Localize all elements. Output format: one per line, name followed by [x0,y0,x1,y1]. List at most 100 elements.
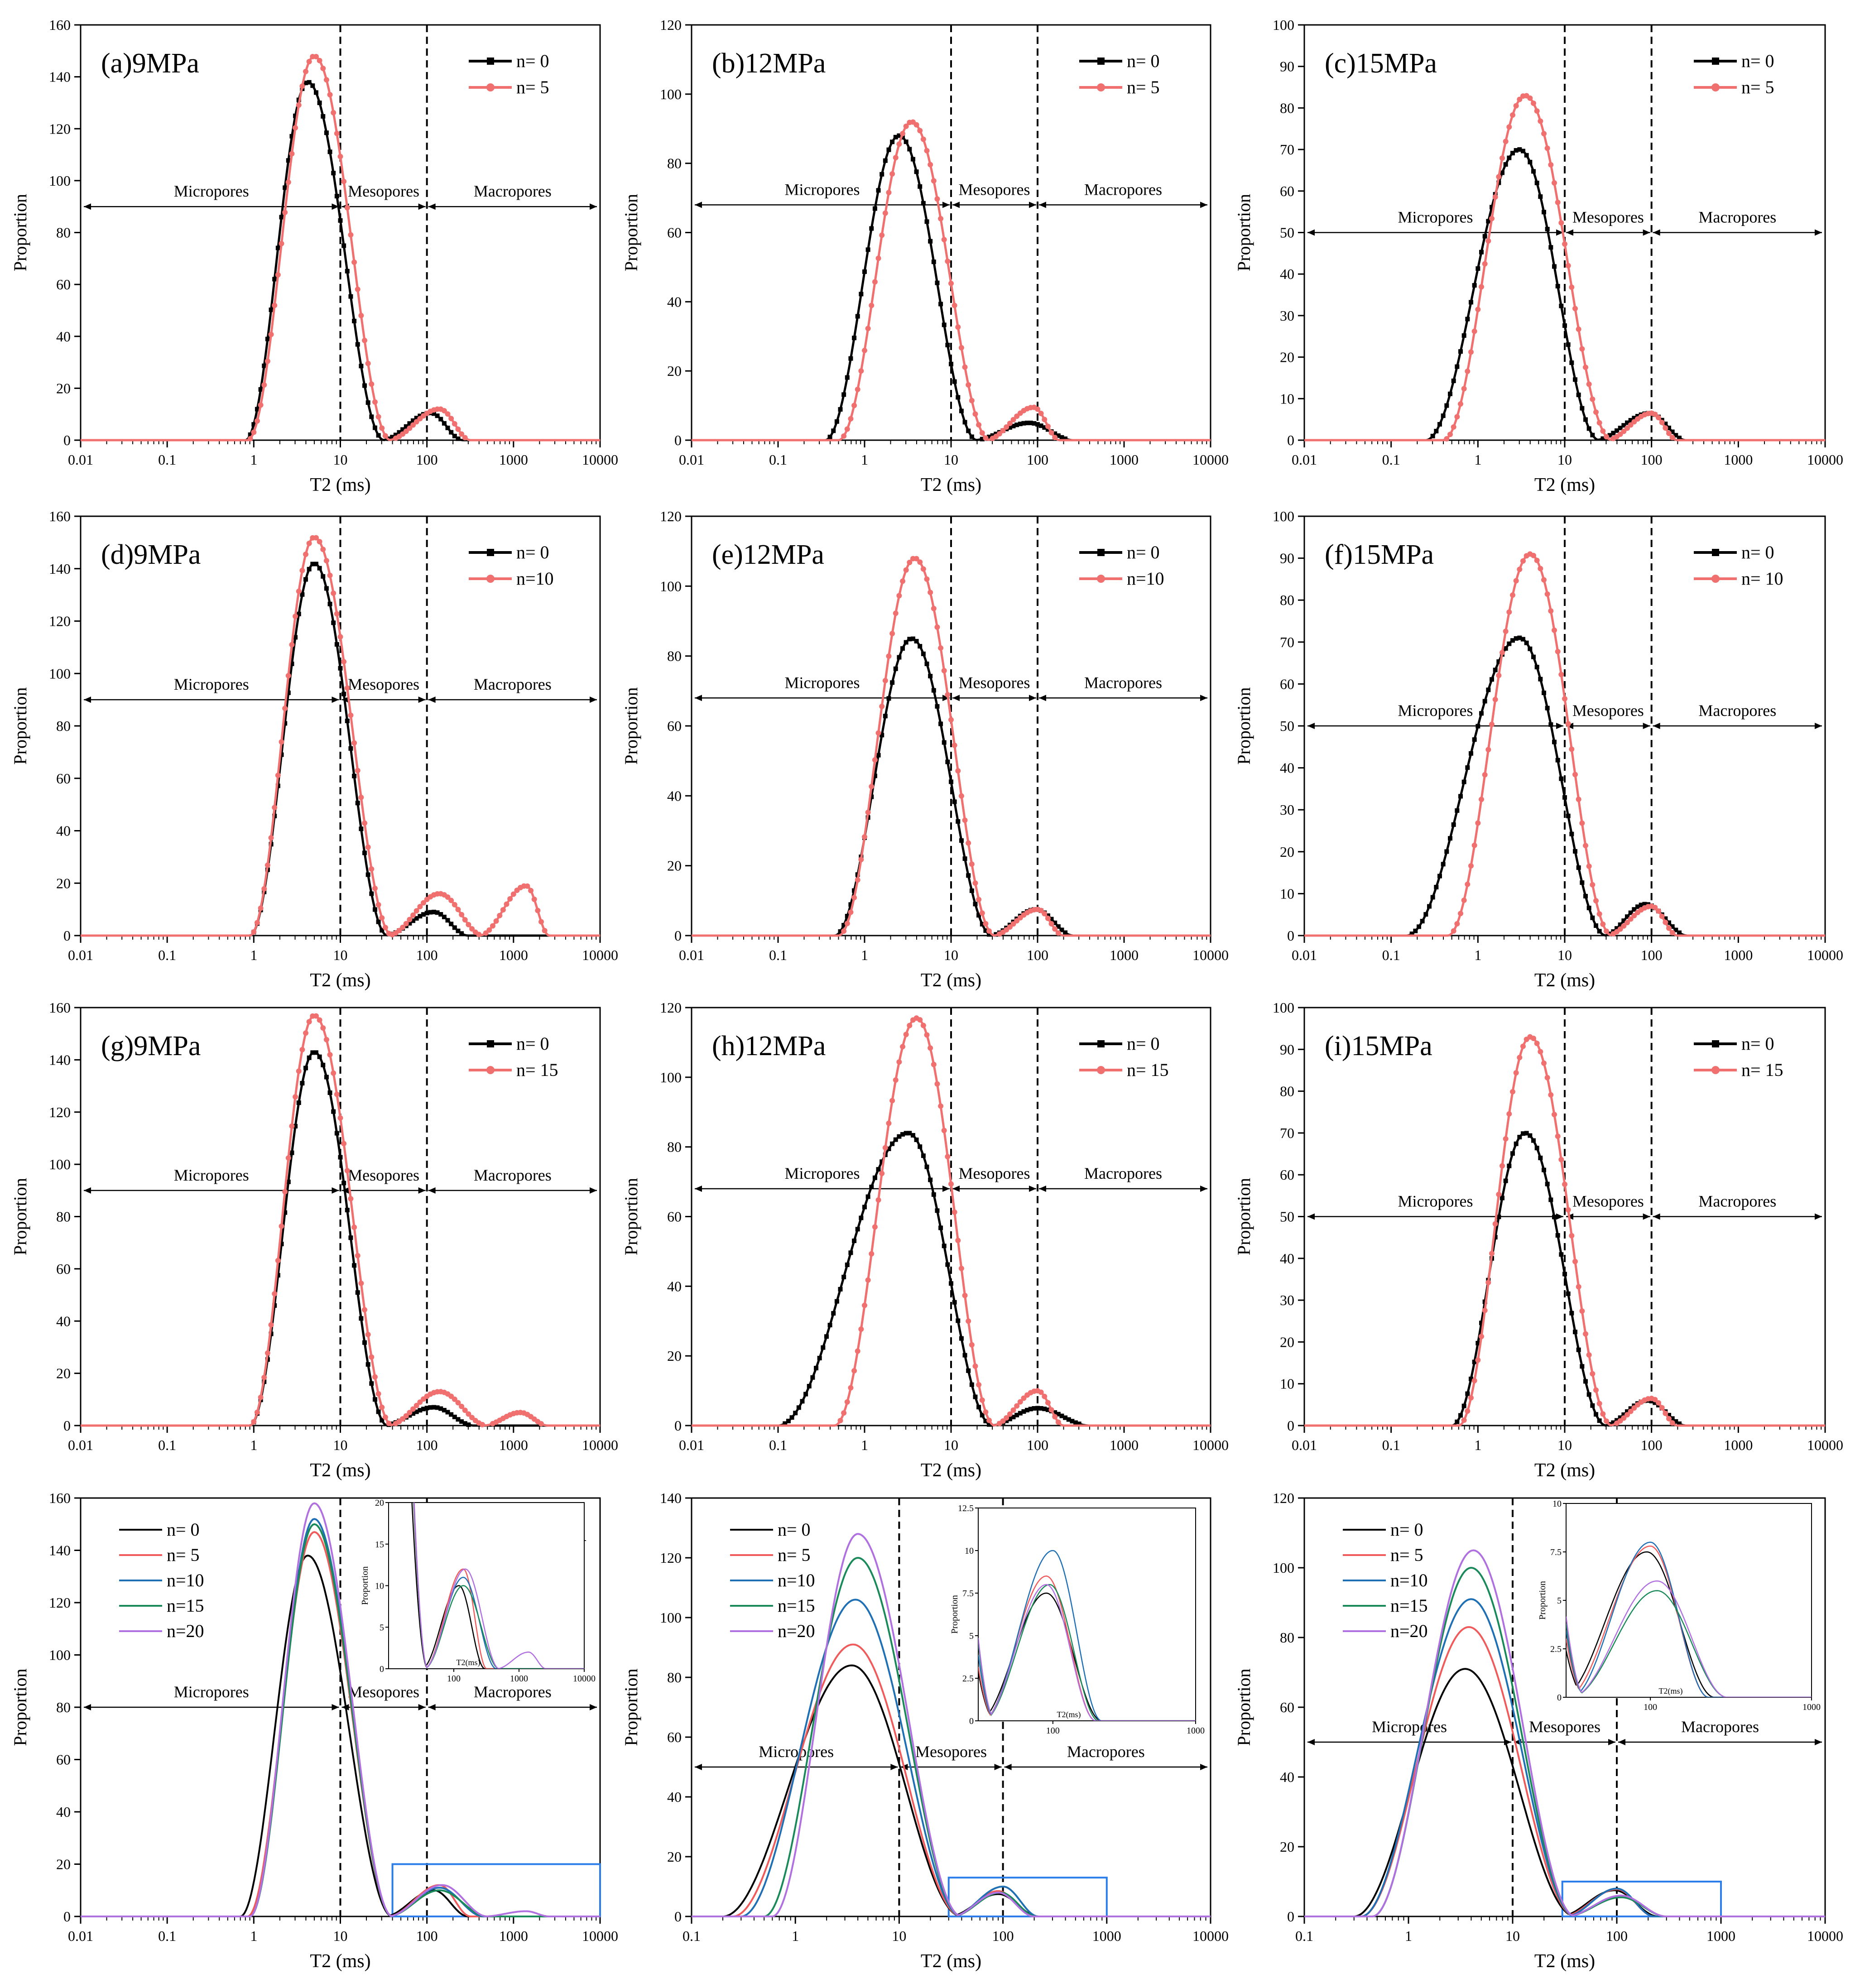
data-point [1600,436,1605,441]
data-point [817,1355,822,1360]
x-tick-label: 10000 [1192,1928,1229,1944]
data-point [1025,420,1030,425]
data-point [449,1412,454,1417]
y-tick-label: 40 [56,1313,71,1329]
legend-marker [1712,58,1719,65]
data-point [1465,1408,1471,1414]
chart-panel-d: 0 20 40 60 80 100 120 140 160 0.01 0.1 1 10 100 1000 10… [10,508,618,991]
x-tick-label: 0.1 [1382,947,1400,963]
x-tick-label: 100 [1027,451,1048,468]
data-point [1528,159,1533,164]
data-point [1572,1258,1578,1264]
y-tick-label: 10 [1280,1376,1294,1392]
data-point [380,1418,384,1423]
y-tick-label: 80 [56,1699,71,1715]
inset-chart: 0 5 10 15 20 100 1000 10000 T2(ms) Proportion [360,1498,596,1684]
data-point [293,635,298,640]
data-point [310,562,315,567]
y-tick-label: 40 [667,293,682,310]
data-point [955,768,961,774]
data-point [1007,1417,1012,1421]
data-point [1552,739,1557,744]
y-tick-label: 70 [1280,634,1294,650]
x-tick-label: 10000 [1807,1928,1843,1944]
data-point [1063,436,1068,441]
data-point [1506,124,1512,130]
x-tick-label: 100 [1606,1928,1628,1944]
inset-x-label: T2(ms) [1057,1710,1081,1719]
data-point [921,1153,926,1158]
arrow-head-right [1200,1185,1207,1192]
data-point [1486,219,1491,224]
data-point [1420,919,1425,924]
data-point [1455,364,1460,369]
data-point [462,1421,467,1426]
data-point [313,535,319,541]
data-point [1621,918,1626,923]
arrow-head-left [695,202,702,208]
arrow-head-left [1307,1739,1315,1745]
data-point [390,435,395,440]
data-point [1538,1155,1543,1160]
data-point [952,799,957,804]
data-point [382,925,388,931]
data-point [1604,928,1609,934]
data-point [810,1375,815,1380]
data-point [338,218,343,223]
inset-x-tick-label: 1000 [1187,1726,1205,1736]
data-point [928,590,933,595]
data-point [1597,929,1602,934]
data-point [1503,1136,1509,1142]
data-point [341,1181,346,1186]
data-point [1524,640,1529,645]
data-point [1548,1092,1554,1098]
data-point [969,888,974,893]
x-tick-label: 100 [1641,1437,1663,1453]
data-point [372,399,378,405]
data-point [403,921,409,927]
data-point [838,407,843,412]
data-point [910,1133,915,1138]
data-point [334,642,339,647]
data-point [976,422,982,428]
data-point [1053,431,1057,436]
data-point [321,1062,326,1067]
series-line [1304,1549,1825,1917]
chart-panel-e: 0 20 40 60 80 100 120 0.01 0.1 1 10 100 1000 10000 Pro… [621,508,1229,991]
y-tick-label: 140 [660,1490,682,1506]
data-point [889,171,895,177]
data-point [1621,1412,1626,1417]
data-point [952,1209,957,1215]
data-point [917,128,923,134]
data-point [879,703,885,709]
y-tick-label: 20 [667,363,682,379]
data-point [1485,238,1491,244]
data-point [956,1318,961,1323]
data-point [1490,205,1494,210]
data-point [976,1405,981,1410]
data-point [261,886,267,892]
data-point [1045,916,1051,922]
x-tick-label: 10000 [582,1437,618,1453]
data-point [1548,162,1554,168]
data-point [972,880,978,886]
inset-series-line [1566,1541,1812,1697]
data-point [380,928,384,933]
data-point [848,356,853,361]
y-tick-label: 100 [49,665,71,682]
data-point [1510,112,1515,118]
data-point [1479,711,1484,716]
data-point [1600,921,1606,927]
x-tick-label: 0.1 [158,1928,176,1944]
y-tick-label: 0 [63,432,71,448]
data-point [1055,1419,1061,1425]
legend-marker [1097,1040,1105,1047]
series-n=5 [692,119,1211,442]
inset-y-tick-label: 10 [965,1546,974,1556]
data-point [369,1354,375,1360]
data-point [327,1090,332,1095]
data-point [1018,422,1023,427]
legend-marker [1711,83,1720,91]
inset-x-tick-label: 100 [447,1674,461,1684]
data-point [449,922,454,927]
